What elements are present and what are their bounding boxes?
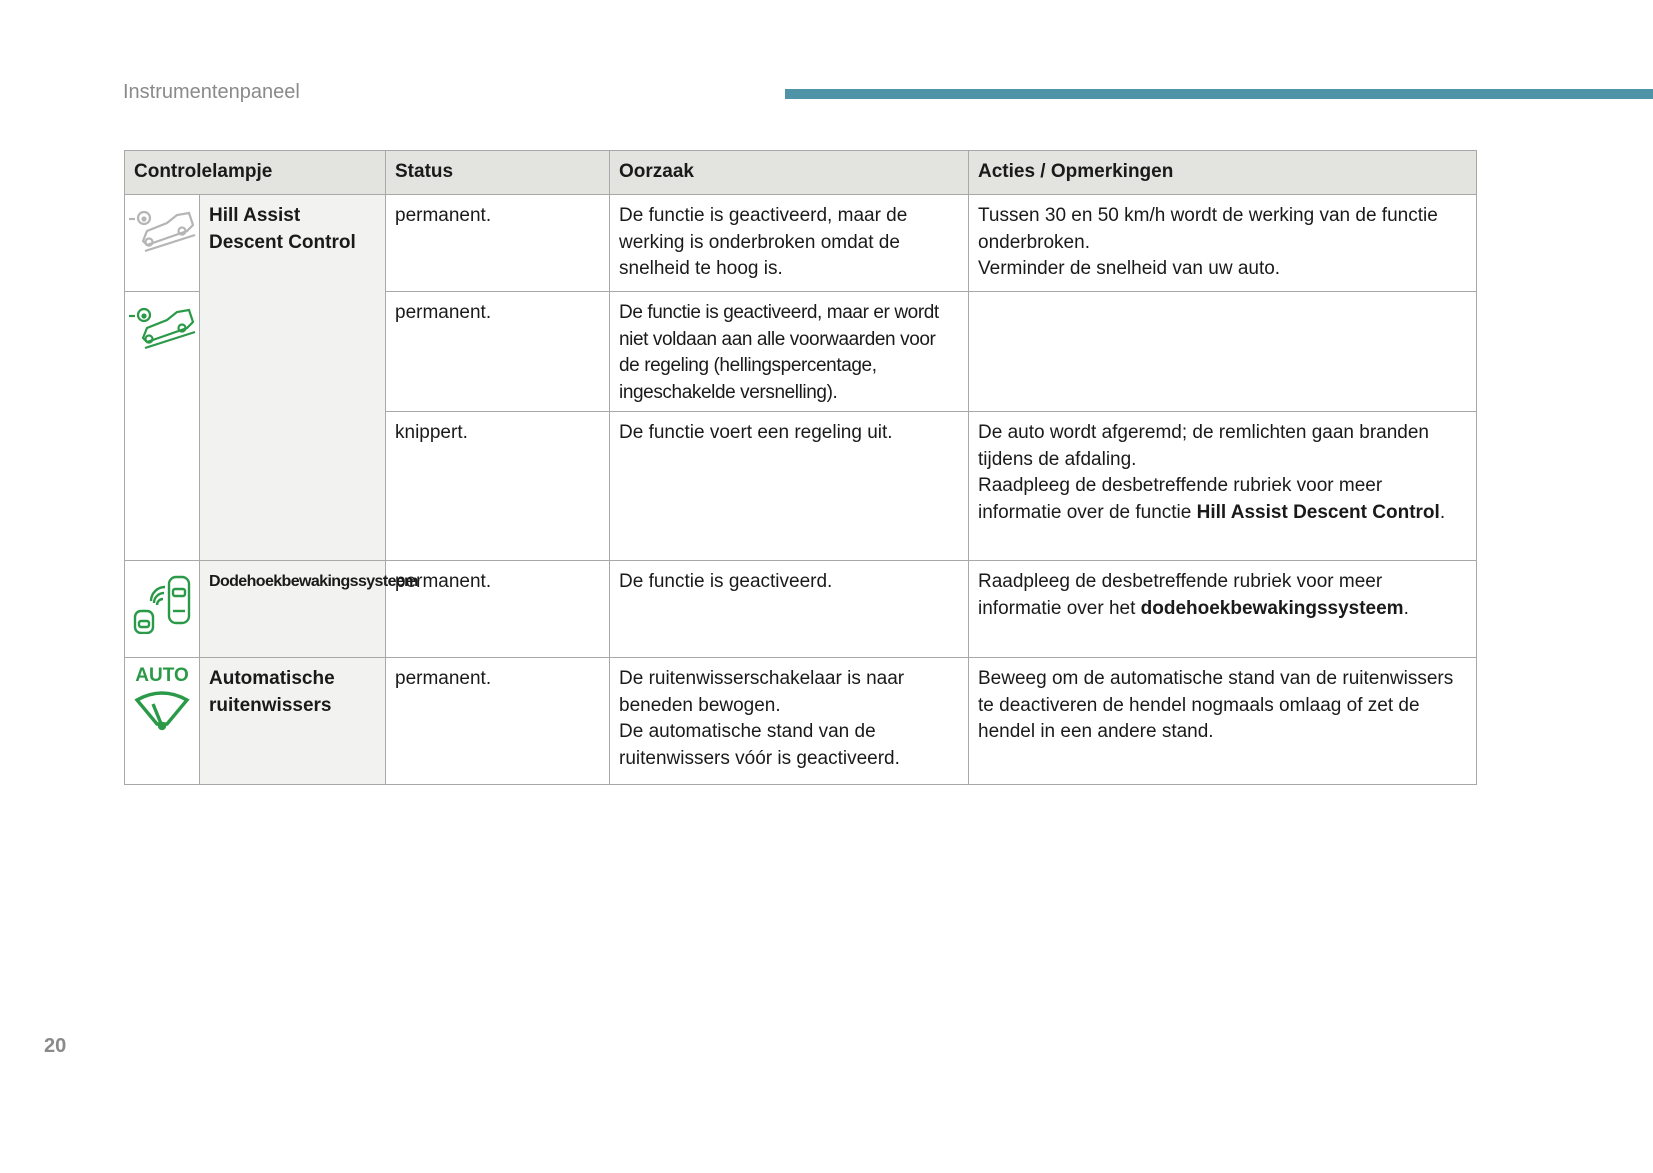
status-cell: permanent. xyxy=(385,194,610,292)
icon-cell xyxy=(124,291,200,561)
icon-cell xyxy=(124,194,200,292)
cause-cell: De ruitenwisserschakelaar is naar benede… xyxy=(609,657,969,785)
status-cell: permanent. xyxy=(385,657,610,785)
table-row: Hill Assist Descent Control permanent. D… xyxy=(124,194,1477,561)
hill-descent-grey-icon xyxy=(129,210,196,253)
bold-reference: Hill Assist Descent Control xyxy=(1196,501,1440,523)
section-title: Instrumentenpaneel xyxy=(123,81,300,103)
cause-cell: De functie voert een regeling uit. xyxy=(609,411,969,561)
table-row: knippert. De functie voert een regeling … xyxy=(125,411,1477,561)
bold-reference: dodehoekbewakingssysteem xyxy=(1140,597,1404,619)
action-text: Verminder de snelheid van uw auto. xyxy=(978,258,1281,280)
action-text: De auto wordt afgeremd; de remlichten ga… xyxy=(978,422,1429,470)
action-text: Tussen 30 en 50 km/h wordt de werking va… xyxy=(978,205,1438,253)
action-cell: De auto wordt afgeremd; de remlichten ga… xyxy=(968,411,1477,561)
lamp-name: Automatische ruitenwissers xyxy=(199,657,386,785)
action-cell: Tussen 30 en 50 km/h wordt de werking va… xyxy=(968,194,1477,292)
column-header: Controlelampje xyxy=(124,150,386,195)
status-cell: knippert. xyxy=(385,411,610,561)
table-row: AUTO Automatische ruitenwissers permanen… xyxy=(124,657,1477,785)
auto-label: AUTO xyxy=(135,665,189,686)
auto-wiper-icon xyxy=(134,691,190,731)
table-row: Dodehoekbewakingssysteem permanent. De f… xyxy=(124,560,1477,658)
action-cell: Raadpleeg de desbetreffende rubriek voor… xyxy=(968,560,1477,658)
lamp-name: Hill Assist Descent Control xyxy=(199,194,386,561)
hill-descent-green-icon xyxy=(129,307,196,350)
cause-text: De automatische stand van de ruitenwisse… xyxy=(619,721,900,769)
cause-text: De ruitenwisserschakelaar is naar benede… xyxy=(619,668,905,716)
action-cell xyxy=(968,291,1477,412)
cause-cell: De functie is geactiveerd, maar de werki… xyxy=(609,194,969,292)
warning-lights-table: Controlelampje Status Oorzaak Acties / O… xyxy=(124,150,1477,785)
column-header: Acties / Opmerkingen xyxy=(968,150,1477,195)
icon-cell xyxy=(124,560,200,658)
cause-cell: De functie is geactiveerd. xyxy=(609,560,969,658)
lamp-name: Dodehoekbewakingssysteem xyxy=(199,560,418,658)
status-cell: permanent. xyxy=(385,291,610,412)
column-header: Status xyxy=(385,150,610,195)
action-text: Raadpleeg de desbetreffende rubriek voor… xyxy=(978,475,1446,523)
status-cell: permanent. xyxy=(385,560,610,658)
column-header: Oorzaak xyxy=(609,150,969,195)
action-cell: Beweeg om de automatische stand van de r… xyxy=(968,657,1477,785)
blind-spot-icon xyxy=(133,575,191,635)
cause-cell: De functie is geactiveerd, maar er wordt… xyxy=(609,291,969,412)
icon-cell: AUTO xyxy=(124,657,200,785)
table-row: permanent. De functie is geactiveerd, ma… xyxy=(124,291,1477,561)
page-number: 20 xyxy=(44,1035,67,1057)
table-header: Controlelampje Status Oorzaak Acties / O… xyxy=(124,150,1477,195)
section-accent-bar xyxy=(785,89,1653,99)
